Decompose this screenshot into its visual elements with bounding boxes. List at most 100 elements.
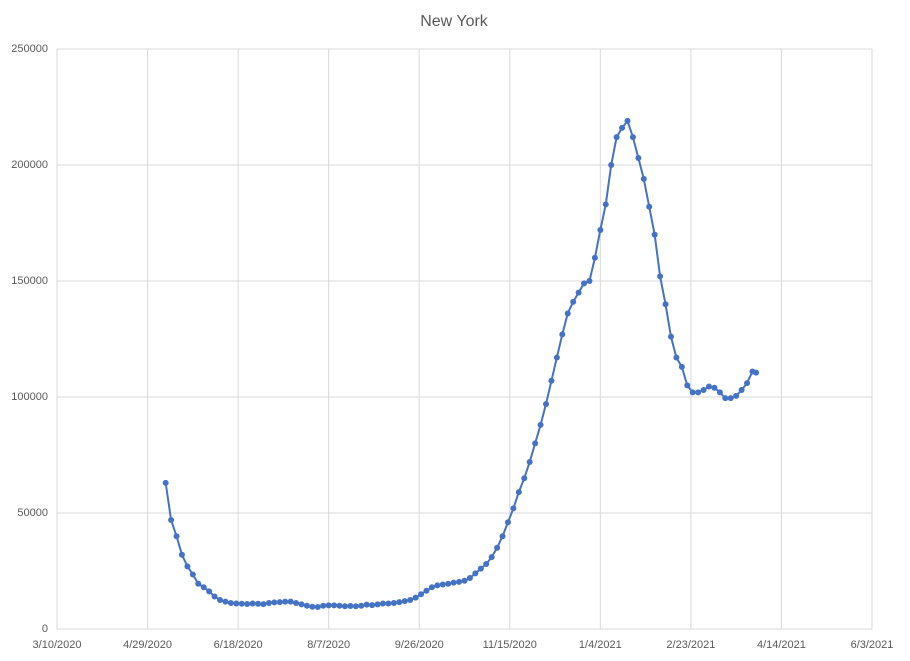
data-point: [162, 479, 169, 486]
data-point: [477, 565, 484, 572]
data-point: [298, 601, 305, 608]
data-point: [390, 600, 397, 607]
data-point: [418, 591, 425, 598]
data-point: [613, 134, 620, 141]
data-point: [434, 582, 441, 589]
data-point: [314, 603, 321, 610]
x-tick-label: 6/3/2021: [851, 639, 894, 651]
data-point: [466, 574, 473, 581]
data-point: [249, 600, 256, 607]
data-point: [287, 598, 294, 605]
data-point: [504, 519, 511, 526]
data-point: [423, 587, 430, 594]
y-tick-label: 100000: [11, 391, 48, 403]
data-point: [303, 602, 310, 609]
data-point: [706, 383, 712, 390]
data-point: [472, 570, 479, 577]
data-point: [619, 124, 626, 131]
chart-title: New York: [420, 13, 489, 30]
data-point: [716, 389, 723, 396]
data-point: [238, 600, 245, 607]
data-point: [515, 489, 522, 496]
x-tick-label: 4/14/2021: [757, 639, 806, 651]
data-point: [428, 584, 435, 591]
data-point: [233, 600, 240, 607]
data-point: [700, 387, 707, 394]
data-point: [635, 155, 642, 162]
data-point: [168, 516, 175, 523]
data-point: [543, 400, 549, 407]
data-point: [320, 602, 327, 609]
data-point: [494, 544, 501, 551]
data-point: [293, 600, 300, 607]
data-point: [521, 475, 528, 482]
data-point: [483, 561, 490, 568]
data-point: [662, 301, 669, 308]
x-tick-label: 3/10/2020: [33, 639, 82, 651]
data-point: [450, 579, 457, 586]
data-point: [640, 175, 647, 182]
data-point: [276, 599, 283, 606]
x-tick-label: 2/23/2021: [666, 639, 715, 651]
data-point: [570, 298, 577, 305]
y-tick-label: 200000: [11, 159, 48, 171]
data-point: [244, 600, 251, 607]
data-point: [374, 601, 381, 608]
y-tick-label: 150000: [11, 275, 48, 287]
data-point: [510, 505, 517, 512]
data-point: [336, 602, 343, 609]
data-point: [331, 602, 338, 609]
data-point: [753, 369, 760, 376]
data-point: [282, 598, 289, 605]
data-point: [722, 395, 729, 402]
data-point: [689, 389, 696, 396]
data-point: [195, 580, 202, 587]
data-point: [488, 554, 495, 561]
data-point: [629, 134, 636, 141]
data-point: [407, 597, 414, 603]
data-point: [178, 551, 185, 558]
data-point: [211, 593, 218, 600]
data-point: [744, 380, 751, 387]
data-point: [575, 289, 582, 296]
data-point: [363, 601, 370, 608]
data-point: [255, 600, 262, 607]
data-point: [385, 600, 392, 607]
data-point: [548, 377, 555, 384]
data-point: [591, 254, 598, 261]
data-point: [602, 201, 609, 208]
data-point: [695, 389, 702, 396]
data-point: [206, 588, 213, 595]
data-point: [309, 603, 316, 610]
data-point: [380, 600, 386, 607]
data-point: [586, 278, 593, 284]
data-point: [608, 162, 615, 168]
data-point: [396, 599, 403, 606]
data-point: [537, 421, 544, 428]
data-point: [461, 577, 468, 584]
data-point: [222, 598, 229, 605]
data-point: [341, 603, 348, 610]
data-point: [439, 581, 446, 588]
data-point: [646, 203, 653, 210]
data-point: [499, 533, 506, 540]
data-point: [564, 310, 571, 317]
data-point: [678, 363, 685, 370]
data-point: [657, 273, 664, 280]
data-point: [559, 331, 566, 338]
y-tick-label: 0: [42, 623, 48, 635]
data-point: [727, 395, 734, 402]
data-point: [347, 603, 354, 610]
data-point: [217, 597, 223, 603]
data-point: [271, 599, 278, 606]
data-point: [358, 602, 365, 609]
x-tick-label: 6/18/2020: [214, 639, 263, 651]
data-point: [553, 354, 560, 361]
y-tick-label: 250000: [11, 43, 48, 55]
data-point: [265, 600, 272, 607]
data-point: [189, 571, 196, 578]
data-point: [412, 594, 419, 601]
data-point: [227, 600, 234, 607]
